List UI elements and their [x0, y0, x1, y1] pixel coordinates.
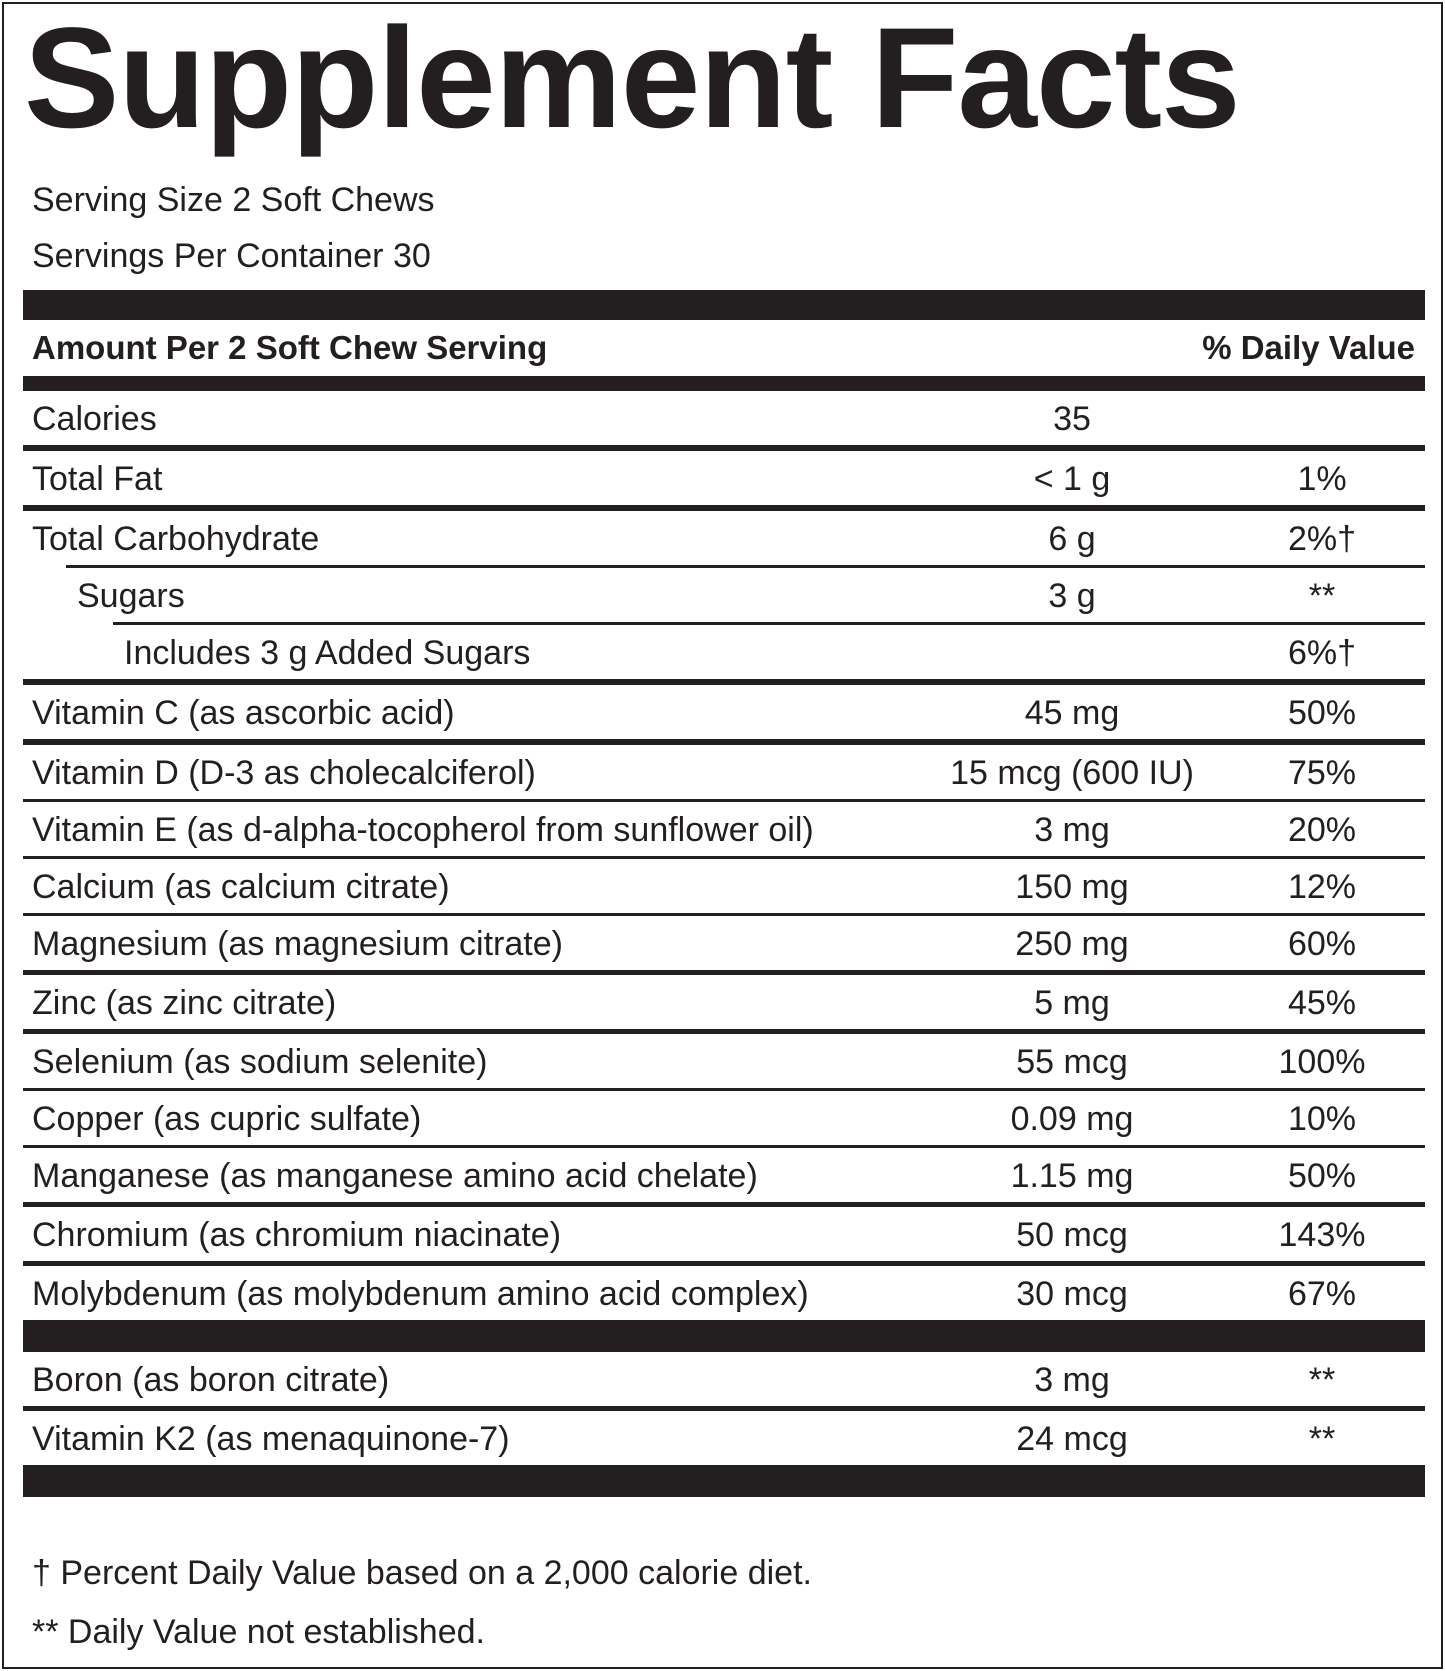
row-divider: [23, 856, 1425, 859]
row-divider: [23, 799, 1425, 802]
row-divider: [23, 1202, 1425, 1207]
nutrient-row: Total Fat < 1 g 1%: [32, 460, 1347, 498]
facts-panel: Amount Per 2 Soft Chew Serving % Daily V…: [23, 290, 1425, 1497]
nutrient-row: Vitamin D (D-3 as cholecalciferol) 15 mcg…: [32, 754, 1357, 792]
nutrient-row: Total Carbohydrate 6 g 2%†: [32, 520, 1357, 558]
row-divider: [23, 1406, 1425, 1411]
nutrient-row: Copper (as cupric sulfate) 0.09 mg 10%: [32, 1100, 1357, 1138]
nutrient-name: Vitamin E (as d-alpha-tocopherol from su…: [32, 811, 814, 849]
nutrient-row: Magnesium (as magnesium citrate) 250 mg 60…: [32, 925, 1357, 963]
nutrient-name: Boron (as boron citrate): [32, 1361, 390, 1399]
nutrient-name: Magnesium (as magnesium citrate): [32, 925, 563, 963]
daily-value-header: % Daily Value: [1202, 329, 1415, 366]
row-divider: [66, 565, 1425, 568]
nutrient-rows: Calories 35 Total Fat < 1 g 1% Total Carbohyd…: [23, 391, 1425, 1497]
section-divider-bar: [23, 1320, 1425, 1352]
nutrient-row: Calcium (as calcium citrate) 150 mg 12%: [32, 868, 1357, 906]
nutrient-row: Chromium (as chromium niacinate) 50 mcg 14…: [32, 1216, 1366, 1254]
nutrient-row: Vitamin K2 (as menaquinone-7) 24 mcg **: [32, 1420, 1336, 1458]
nutrient-row: Molybdenum (as molybdenum amino acid com…: [32, 1275, 1357, 1313]
nutrient-name: Total Fat: [32, 460, 163, 498]
top-divider-bar: [23, 290, 1425, 320]
nutrient-row: Vitamin E (as d-alpha-tocopherol from su…: [32, 811, 1357, 849]
column-header: Amount Per 2 Soft Chew Serving % Daily V…: [23, 320, 1425, 376]
nutrient-name: Sugars: [77, 577, 185, 615]
nutrient-name: Manganese (as manganese amino acid chela…: [32, 1157, 758, 1195]
amount-header: Amount Per 2 Soft Chew Serving: [32, 329, 548, 366]
nutrient-name: Total Carbohydrate: [32, 520, 320, 558]
footnote-dagger: † Percent Daily Value based on a 2,000 c…: [32, 1554, 812, 1592]
nutrient-name: Vitamin D (D-3 as cholecalciferol): [32, 754, 536, 792]
row-divider: [23, 1088, 1425, 1091]
row-divider: [23, 445, 1425, 451]
nutrient-row: Selenium (as sodium selenite) 55 mcg 100%: [32, 1043, 1366, 1081]
nutrient-name: Vitamin K2 (as menaquinone-7): [32, 1420, 510, 1458]
label-title: Supplement Facts: [24, 0, 1241, 158]
nutrient-row: Vitamin C (as ascorbic acid) 45 mg 50%: [32, 694, 1357, 732]
nutrient-name: Includes 3 g Added Sugars: [124, 634, 531, 672]
nutrient-name: Zinc (as zinc citrate): [32, 984, 337, 1022]
row-divider: [113, 622, 1425, 625]
servings-per-container: Servings Per Container 30: [32, 237, 431, 275]
nutrient-row: Zinc (as zinc citrate) 5 mg 45%: [32, 984, 1357, 1022]
nutrient-row: Includes 3 g Added Sugars 6%†: [124, 634, 1357, 672]
row-divider: [23, 1145, 1425, 1148]
nutrient-row: Boron (as boron citrate) 3 mg **: [32, 1361, 1336, 1399]
row-divider: [23, 1261, 1425, 1266]
section-divider-bar: [23, 1465, 1425, 1497]
header-divider-bar: [23, 376, 1425, 391]
row-divider: [23, 1029, 1425, 1034]
row-divider: [23, 970, 1425, 975]
serving-size: Serving Size 2 Soft Chews: [32, 181, 435, 219]
nutrient-name: Selenium (as sodium selenite): [32, 1043, 488, 1081]
nutrient-name: Chromium (as chromium niacinate): [32, 1216, 562, 1254]
nutrient-name: Calories: [32, 400, 157, 438]
row-divider: [23, 913, 1425, 916]
nutrient-name: Vitamin C (as ascorbic acid): [32, 694, 455, 732]
nutrient-name: Calcium (as calcium citrate): [32, 868, 450, 906]
footnote-asterisks: ** Daily Value not established.: [32, 1613, 485, 1651]
row-divider: [23, 679, 1425, 685]
row-divider: [23, 739, 1425, 745]
nutrient-name: Copper (as cupric sulfate): [32, 1100, 422, 1138]
nutrient-row: Manganese (as manganese amino acid chela…: [32, 1157, 1357, 1195]
nutrient-row: Calories 35: [32, 400, 1091, 438]
row-divider: [23, 505, 1425, 511]
nutrient-row: Sugars 3 g **: [77, 577, 1336, 615]
nutrient-name: Molybdenum (as molybdenum amino acid com…: [32, 1275, 809, 1313]
